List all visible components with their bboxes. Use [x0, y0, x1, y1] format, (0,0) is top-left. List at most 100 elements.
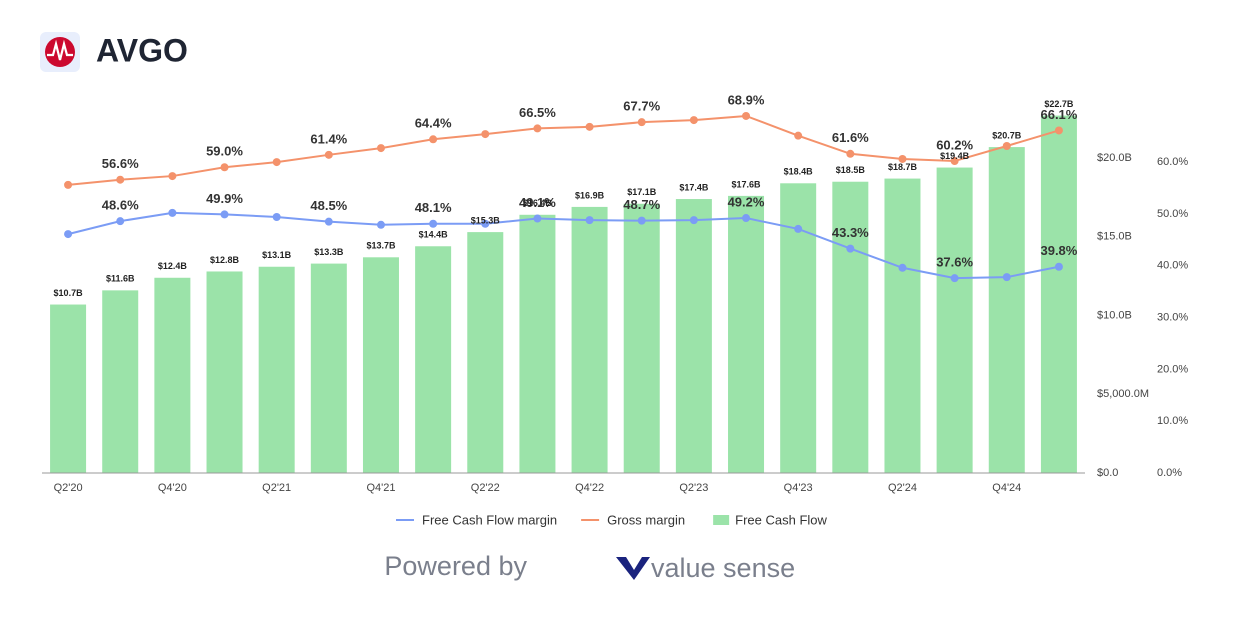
bar-label: $17.1B	[627, 187, 657, 197]
bar	[154, 277, 191, 473]
bar	[50, 304, 87, 473]
point	[429, 219, 438, 228]
y2-tick-label: 20.0%	[1157, 363, 1188, 375]
point	[376, 220, 385, 229]
line-label: 60.2%	[936, 137, 973, 152]
point	[585, 216, 594, 225]
x-tick-label: Q4'24	[992, 482, 1021, 494]
bar-label: $15.3B	[471, 215, 501, 225]
point	[846, 149, 855, 158]
line-label: 68.9%	[728, 92, 765, 107]
bar	[1040, 115, 1077, 474]
bar	[884, 178, 921, 473]
point	[220, 210, 229, 219]
point	[1054, 262, 1063, 271]
point	[1054, 126, 1063, 135]
bar-label: $13.1B	[262, 250, 292, 260]
bar	[623, 203, 660, 473]
point	[429, 135, 438, 144]
bar	[362, 257, 399, 473]
line-label: 64.4%	[415, 116, 452, 131]
bar-label: $18.5B	[836, 165, 866, 175]
line-label: 67.7%	[623, 99, 660, 114]
x-tick-label: Q2'22	[471, 482, 500, 494]
point	[950, 157, 959, 166]
point	[376, 144, 385, 153]
line-label: 48.1%	[415, 200, 452, 215]
bar-label: $11.6B	[106, 274, 135, 284]
bar	[988, 147, 1025, 473]
line	[67, 114, 1060, 186]
y2-tick-label: 40.0%	[1157, 260, 1188, 272]
legend-swatch	[713, 515, 730, 525]
logo-mark	[47, 39, 73, 61]
bar-label: $18.4B	[784, 167, 814, 177]
point	[168, 172, 177, 181]
line-label: 59.0%	[206, 144, 243, 159]
bar-label: $17.4B	[679, 182, 709, 192]
bar	[102, 290, 139, 473]
x-tick-label: Q2'21	[262, 482, 291, 494]
logo	[45, 37, 75, 67]
line-label: 48.6%	[102, 198, 139, 213]
y-tick-label: $5,000.0M	[1097, 388, 1149, 400]
point	[846, 244, 855, 253]
bar	[675, 199, 712, 474]
point	[533, 214, 542, 223]
bar-label: $13.3B	[314, 247, 344, 257]
point	[168, 208, 177, 217]
plot	[42, 111, 1085, 474]
bar-label: $16.4B	[523, 198, 553, 208]
brand-logo	[616, 557, 650, 580]
point	[637, 216, 646, 225]
bar	[519, 214, 556, 473]
point	[324, 150, 333, 159]
y2-tick-label: 30.0%	[1157, 311, 1188, 323]
point	[585, 122, 594, 131]
point	[481, 130, 490, 139]
x-tick-label: Q2'23	[679, 482, 708, 494]
x-tick-label: Q2'20	[54, 482, 83, 494]
point	[689, 216, 698, 225]
bar-label: $18.7B	[888, 162, 918, 172]
point	[116, 217, 125, 226]
bar-label: $17.6B	[732, 179, 762, 189]
line-label: 48.5%	[310, 198, 347, 213]
bar-label: $16.9B	[575, 190, 605, 200]
line-label: 61.6%	[832, 130, 869, 145]
point	[64, 230, 73, 239]
point	[220, 163, 229, 172]
point	[742, 214, 751, 223]
point	[794, 131, 803, 140]
line-label: 61.4%	[310, 131, 347, 146]
line-label: 48.7%	[623, 197, 660, 212]
legend: Free Cash Flow margin Gross margin Free Ca…	[396, 512, 828, 527]
line-label: 39.8%	[1040, 243, 1077, 258]
bar	[310, 263, 347, 473]
bar-label: $10.7B	[54, 288, 84, 298]
y-tick-label: $15.0B	[1097, 231, 1132, 243]
bar	[258, 266, 295, 473]
point	[533, 124, 542, 133]
bar-label: $19.4B	[940, 151, 970, 161]
y-tick-label: $10.0B	[1097, 309, 1132, 321]
line-label: 43.3%	[832, 225, 869, 240]
ticker-title: AVGO	[96, 32, 188, 68]
y2-tick-label: 0.0%	[1157, 467, 1182, 479]
bar	[206, 271, 243, 473]
bar	[832, 181, 869, 474]
point	[1002, 273, 1011, 282]
brand: value sense	[651, 553, 795, 583]
line-label: 49.2%	[728, 194, 765, 209]
point	[324, 217, 333, 226]
point	[689, 116, 698, 125]
bar	[467, 232, 504, 473]
point	[794, 224, 803, 233]
y-tick-label: $0.0	[1097, 467, 1118, 479]
x-tick-label: Q4'21	[366, 482, 395, 494]
point	[64, 180, 73, 189]
x-tick-label: Q4'20	[158, 482, 187, 494]
bar-label: $12.8B	[210, 255, 240, 265]
point	[742, 111, 751, 120]
